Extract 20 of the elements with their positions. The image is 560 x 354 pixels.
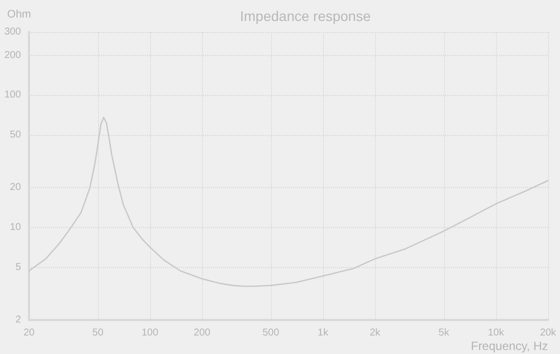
y-tick-label: 20 — [10, 182, 22, 194]
x-tick-label: 200 — [194, 328, 211, 338]
x-tick-label: 20 — [23, 328, 35, 338]
x-tick-label: 10k — [488, 328, 505, 338]
x-axis-title: Frequency, Hz — [470, 339, 548, 353]
x-tick-label: 2k — [370, 328, 382, 338]
x-tick-label: 50 — [92, 328, 104, 338]
y-axis-title: Ohm — [7, 8, 31, 20]
y-tick-label: 5 — [15, 262, 22, 273]
x-tick-label: 500 — [262, 328, 280, 338]
y-tick-label: 200 — [4, 50, 22, 61]
y-tick-label: 50 — [10, 129, 22, 140]
x-tick-label: 100 — [142, 328, 159, 338]
x-tick-label: 5k — [438, 328, 450, 338]
y-tick-label: 100 — [4, 90, 22, 101]
y-tick-label: 300 — [4, 26, 22, 38]
x-tick-label: 20k — [540, 328, 558, 338]
y-tick-label: 2 — [15, 314, 22, 326]
y-tick-label: 10 — [10, 222, 22, 233]
x-tick-label: 1k — [318, 328, 330, 338]
